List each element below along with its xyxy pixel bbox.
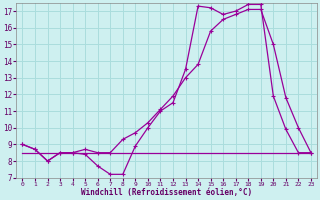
X-axis label: Windchill (Refroidissement éolien,°C): Windchill (Refroidissement éolien,°C) — [81, 188, 252, 197]
